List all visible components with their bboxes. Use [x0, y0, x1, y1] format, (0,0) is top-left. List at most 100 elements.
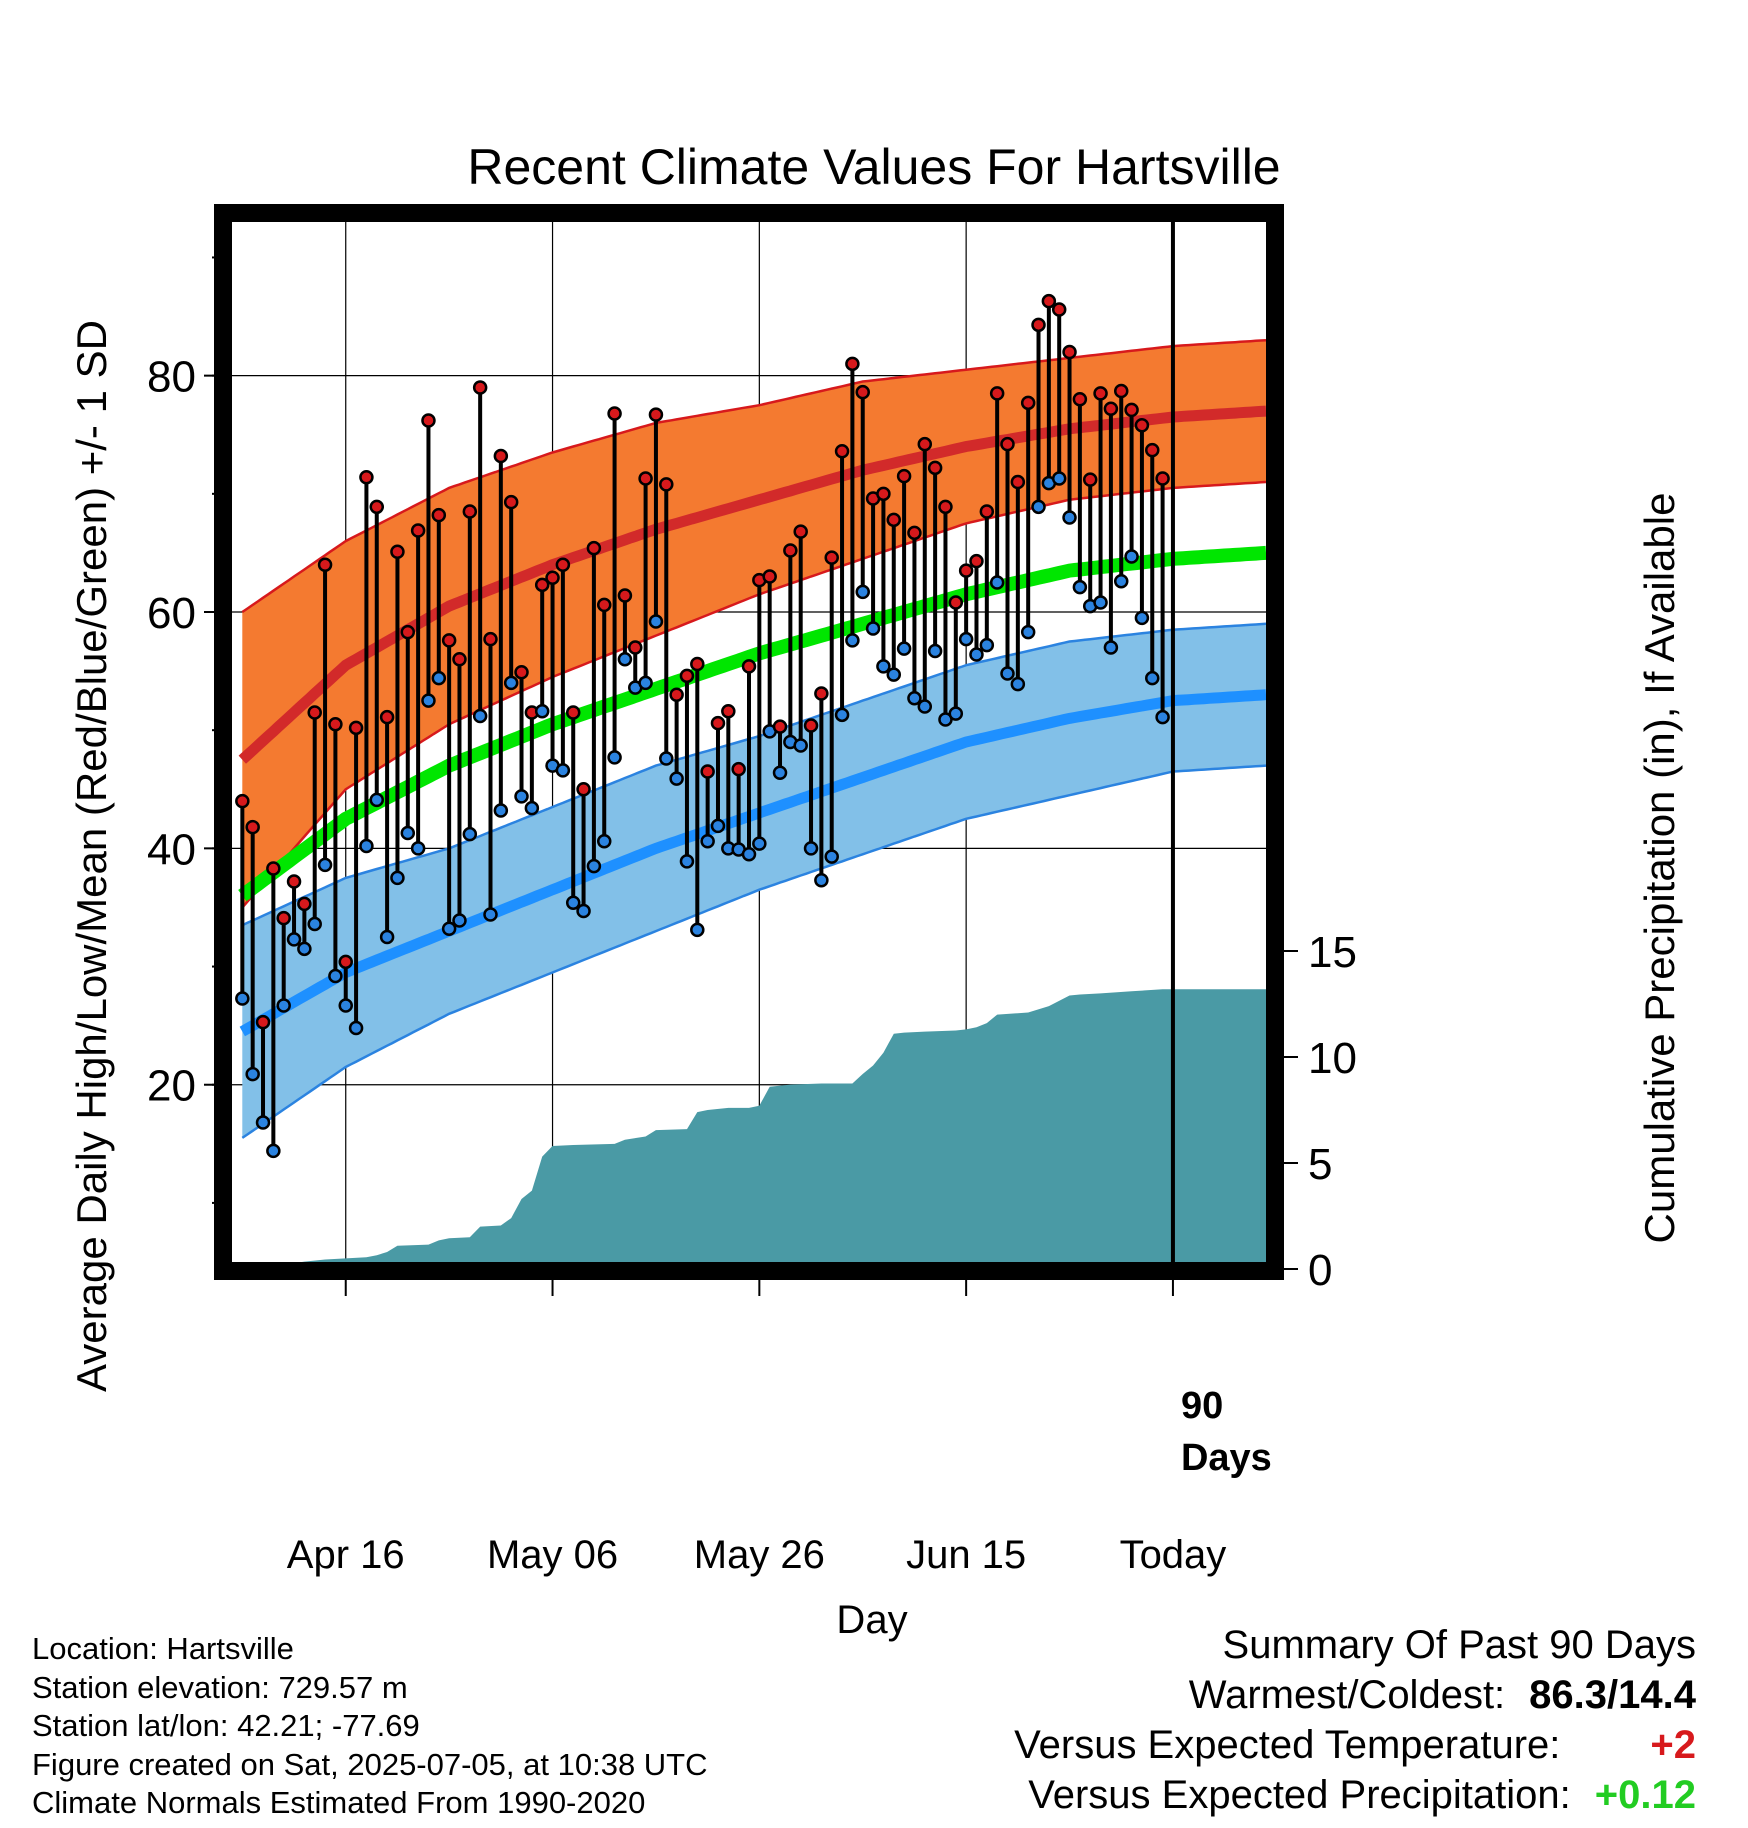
daily-low-point: [1145, 670, 1160, 686]
daily-high-point: [452, 652, 467, 667]
x-tick-label: Apr 16: [287, 1533, 405, 1577]
precipitation-area: [232, 989, 1266, 1269]
daily-low-point: [948, 706, 964, 721]
daily-high-point: [369, 499, 385, 515]
daily-low-point: [266, 1143, 281, 1159]
daily-low-point: [824, 849, 839, 864]
daily-low-point: [834, 707, 850, 723]
daily-high-point: [814, 686, 829, 701]
daily-low-point: [286, 932, 302, 947]
daily-low-point: [390, 870, 405, 886]
normal-bands: [238, 338, 1267, 1139]
daily-high-point: [989, 386, 1005, 401]
axes: 20 40 60 80 0 5 10 15 Apr 16 May 06 May 26 Jun 15 To…: [147, 256, 1357, 1577]
daily-low-point: [1134, 610, 1150, 626]
daily-high-point: [348, 720, 364, 736]
daily-high-point: [1031, 317, 1046, 333]
daily-high-point: [607, 406, 622, 421]
high-sd-band: [242, 340, 1267, 908]
daily-high-point: [1072, 392, 1088, 407]
daily-high-point: [307, 705, 322, 720]
daily-low-point: [297, 941, 312, 957]
daily-high-point: [503, 494, 519, 510]
daily-low-point: [679, 854, 695, 869]
daily-low-point: [255, 1115, 271, 1130]
daily-low-point: [752, 836, 767, 851]
x-tick-label: May 26: [694, 1533, 825, 1577]
daily-high-point: [648, 407, 664, 422]
daily-high-point: [762, 569, 777, 584]
x-tick-label: Today: [1120, 1533, 1227, 1577]
high-normal-line: [238, 405, 1267, 764]
daily-low-point: [772, 765, 788, 780]
daily-low-point: [524, 800, 540, 816]
daily-low-point: [472, 708, 488, 724]
daily-low-point: [586, 858, 602, 874]
daily-high-point: [824, 550, 839, 565]
daily-high-point: [235, 793, 250, 809]
daily-high-point: [948, 595, 964, 610]
daily-low-point: [1093, 595, 1108, 610]
daily-low-point: [493, 803, 509, 818]
daily-high-point: [576, 782, 591, 797]
daily-high-point: [690, 656, 705, 672]
daily-low-point: [659, 751, 674, 766]
daily-low-point: [648, 614, 664, 629]
daily-high-point: [245, 819, 260, 835]
y-axis-right-label: Cumulative Precipitation (in), If Availa…: [1636, 492, 1683, 1244]
daily-high-point: [1082, 472, 1098, 487]
y-left-tick-label: 80: [147, 353, 196, 402]
daily-high-point: [441, 633, 457, 648]
daily-high-point: [783, 543, 798, 558]
location-text: Location: Hartsville: [32, 1631, 294, 1666]
precip-cumulative-area: [232, 989, 1266, 1269]
precip-value: +0.12: [1594, 1773, 1696, 1817]
daily-low-point: [1031, 499, 1046, 515]
x-tick-label: Jun 15: [906, 1533, 1026, 1577]
y-right-tick-label: 5: [1308, 1140, 1332, 1189]
daily-high-point: [1062, 344, 1077, 360]
chart-title: Recent Climate Values For Hartsville: [467, 139, 1281, 195]
daily-high-point: [297, 896, 312, 912]
daily-low-point: [328, 968, 343, 984]
daily-high-point: [1155, 471, 1170, 486]
daily-low-point: [803, 841, 819, 856]
daily-high-point: [659, 477, 674, 492]
daily-low-point: [793, 738, 808, 753]
daily-low-point: [1103, 640, 1119, 655]
daily-high-point: [803, 718, 819, 733]
daily-high-point: [1020, 395, 1036, 411]
daily-low-point: [503, 675, 519, 691]
daily-high-point: [876, 486, 891, 502]
daily-low-point: [886, 667, 902, 682]
daily-low-point: [410, 841, 426, 856]
daily-low-point: [1010, 676, 1026, 692]
daily-high-point: [534, 577, 550, 593]
y-left-tick-label: 20: [147, 1062, 196, 1111]
daily-low-point: [348, 1020, 364, 1036]
daily-high-point: [1103, 401, 1119, 416]
low-sd-band: [242, 623, 1267, 1138]
daily-high-point: [431, 507, 447, 523]
y-left-tick-label: 60: [147, 589, 196, 638]
daily-low-point: [462, 826, 478, 842]
latlon-text: Station lat/lon: 42.21; -77.69: [32, 1708, 420, 1743]
daily-high-point: [1051, 302, 1067, 317]
daily-low-point: [607, 750, 622, 765]
daily-high-point: [400, 624, 416, 640]
daily-low-point: [431, 670, 447, 686]
daily-low-point: [741, 847, 757, 862]
low-sd-band-lower-edge: [241, 764, 1267, 1139]
daily-high-point: [410, 523, 426, 538]
daily-low-point: [1124, 549, 1139, 564]
daily-low-point: [710, 818, 726, 834]
daily-high-point: [1000, 436, 1015, 452]
daily-low-point: [1062, 510, 1077, 525]
plot-frame: 90 Days: [214, 204, 1284, 1479]
daily-high-point: [741, 659, 757, 674]
x-axis-label: Day: [836, 1598, 908, 1642]
daily-low-point: [245, 1066, 260, 1082]
daily-low-point: [369, 792, 385, 808]
daily-high-point: [917, 436, 933, 452]
